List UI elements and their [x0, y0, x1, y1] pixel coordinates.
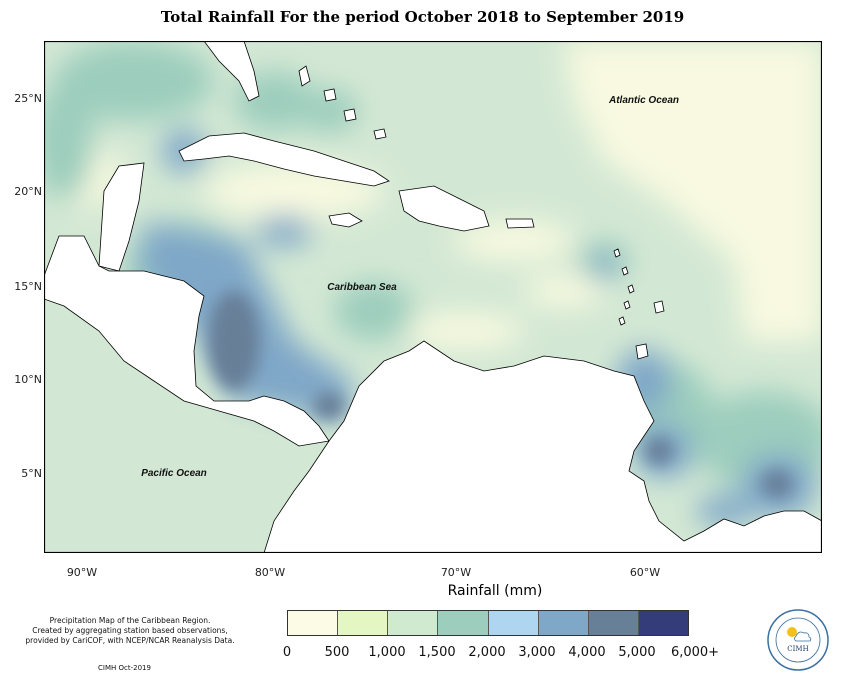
- x-tick-90w: 90°W: [66, 566, 98, 579]
- legend-label: 5,000: [618, 645, 656, 660]
- cimh-logo: CIMH: [767, 609, 829, 671]
- legend-label: 6,000+: [670, 645, 720, 660]
- legend-title: Rainfall (mm): [447, 583, 543, 599]
- note-line-2: Created by aggregating station based obs…: [32, 626, 228, 635]
- lesser-antilles: [613, 248, 665, 326]
- place-label-caribbean: Caribbean Sea: [327, 282, 397, 293]
- place-label-pacific: Pacific Ocean: [141, 468, 207, 479]
- x-tick-80w: 80°W: [254, 566, 286, 579]
- legend-label: 2,000: [468, 645, 506, 660]
- legend-label: 1,500: [418, 645, 456, 660]
- land-masses: [44, 41, 822, 553]
- legend-label: 0: [282, 645, 292, 660]
- y-tick-15n: 15°N: [14, 280, 42, 293]
- bahamas: [298, 65, 387, 140]
- legend-swatch: [388, 611, 439, 635]
- legend-label: 4,000: [568, 645, 606, 660]
- florida: [203, 41, 260, 102]
- hispaniola: [398, 185, 490, 232]
- note-line-1: Precipitation Map of the Caribbean Regio…: [49, 616, 211, 625]
- cuba: [178, 132, 390, 187]
- legend-swatch: [438, 611, 489, 635]
- legend-swatch: [288, 611, 339, 635]
- yucatan: [98, 162, 145, 272]
- legend-color-bar: [287, 610, 689, 636]
- legend-swatch: [338, 611, 389, 635]
- logo-text: CIMH: [787, 645, 808, 653]
- credit-text: CIMH Oct-2019: [98, 664, 151, 672]
- y-tick-10n: 10°N: [14, 373, 42, 386]
- map-title: Total Rainfall For the period October 20…: [160, 8, 685, 26]
- y-tick-20n: 20°N: [14, 185, 42, 198]
- legend-swatch: [488, 611, 539, 635]
- legend-swatch: [538, 611, 589, 635]
- sun-icon: [787, 627, 797, 637]
- legend-swatch: [638, 611, 688, 635]
- x-tick-70w: 70°W: [440, 566, 472, 579]
- rainfall-peaks: [208, 291, 793, 498]
- place-label-atlantic: Atlantic Ocean: [608, 95, 679, 106]
- south-america: [263, 340, 822, 553]
- trinidad: [635, 343, 649, 360]
- jamaica: [328, 212, 363, 228]
- legend-label: 500: [324, 645, 350, 660]
- x-tick-60w: 60°W: [629, 566, 661, 579]
- legend-swatch: [588, 611, 639, 635]
- note-line-3: provided by CariCOF, with NCEP/NCAR Rean…: [25, 636, 235, 645]
- map-notes: Precipitation Map of the Caribbean Regio…: [10, 616, 250, 646]
- cloud-icon: [794, 631, 812, 642]
- rainfall-map: Atlantic Ocean Caribbean Sea Pacific Oce…: [44, 41, 822, 553]
- legend-label: 1,000: [368, 645, 406, 660]
- puerto-rico: [505, 218, 535, 229]
- y-tick-5n: 5°N: [21, 467, 42, 480]
- legend-label: 3,000: [518, 645, 556, 660]
- central-america: [44, 235, 330, 447]
- y-tick-25n: 25°N: [14, 92, 42, 105]
